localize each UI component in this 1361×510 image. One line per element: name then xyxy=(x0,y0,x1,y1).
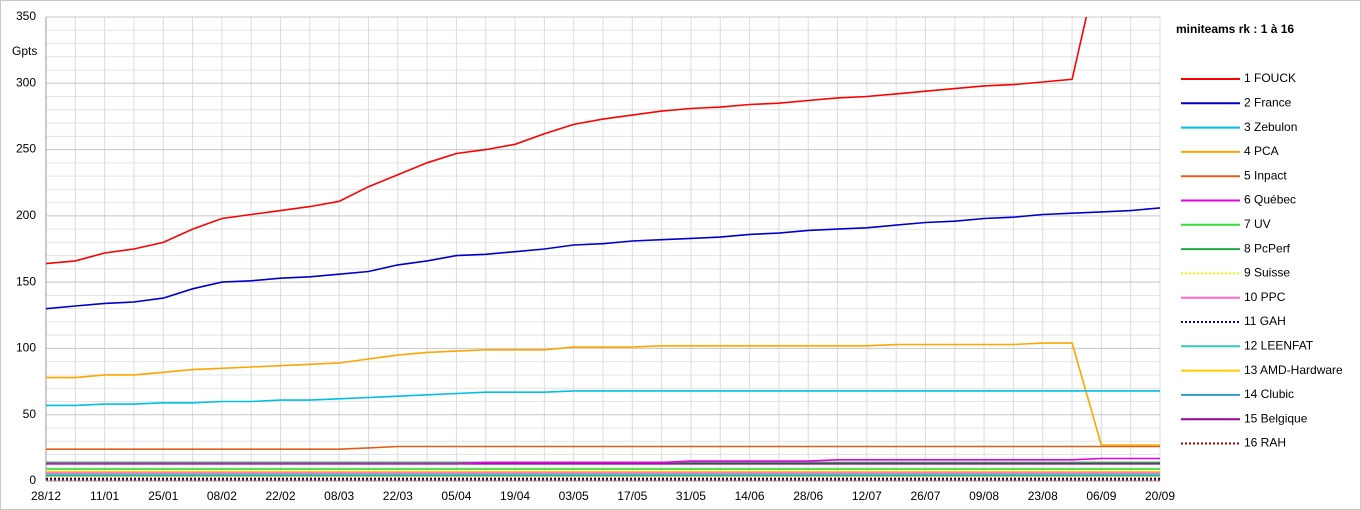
legend-label: 11 GAH xyxy=(1244,314,1286,328)
x-tick-label: 20/09 xyxy=(1145,489,1175,503)
series-line xyxy=(46,207,1160,310)
legend-label: 10 PPC xyxy=(1244,290,1286,304)
x-tick-label: 22/02 xyxy=(266,489,296,503)
x-tick-label: 23/08 xyxy=(1028,489,1058,503)
y-tick-label: 150 xyxy=(16,274,36,288)
legend-label: 5 Inpact xyxy=(1244,168,1287,182)
legend-label: 15 Belgique xyxy=(1244,411,1308,425)
y-axis-label: Gpts xyxy=(12,44,37,58)
y-tick-label: 250 xyxy=(16,142,36,156)
legend-label: 9 Suisse xyxy=(1244,266,1290,280)
series-line xyxy=(46,342,1160,446)
y-tick-label: 350 xyxy=(16,9,36,23)
x-tick-label: 17/05 xyxy=(617,489,647,503)
legend-label: 16 RAH xyxy=(1244,436,1286,450)
x-tick-label: 11/01 xyxy=(90,489,119,503)
y-tick-label: 300 xyxy=(16,75,36,89)
legend-label: 6 Québec xyxy=(1244,193,1296,207)
x-tick-label: 28/06 xyxy=(793,489,823,503)
y-tick-label: 200 xyxy=(16,208,36,222)
legend-label: 2 France xyxy=(1244,95,1292,109)
legend-title: miniteams rk : 1 à 16 xyxy=(1176,22,1294,36)
grid xyxy=(45,16,1161,482)
labels: 0 50 100 150 200 250 300 350 28/12 11/01 25/01 08/0… xyxy=(16,9,1343,503)
x-tick-label: 31/05 xyxy=(676,489,706,503)
legend-label: 3 Zebulon xyxy=(1244,120,1297,134)
series-line xyxy=(46,390,1160,407)
legend-label: 14 Clubic xyxy=(1244,387,1294,401)
series-line xyxy=(46,445,1160,450)
x-tick-label: 14/06 xyxy=(735,489,765,503)
x-tick-label: 28/12 xyxy=(31,489,61,503)
legend-label: 7 UV xyxy=(1244,217,1271,231)
series-line xyxy=(46,457,1160,465)
legend-label: 12 LEENFAT xyxy=(1244,338,1314,352)
plot-lines xyxy=(46,17,1160,481)
x-tick-label: 06/09 xyxy=(1086,489,1116,503)
x-tick-label: 25/01 xyxy=(148,489,178,503)
legend-label: 1 FOUCK xyxy=(1244,71,1296,85)
x-tick-label: 08/03 xyxy=(324,489,354,503)
legend-label: 4 PCA xyxy=(1244,144,1279,158)
x-tick-label: 26/07 xyxy=(910,489,940,503)
x-tick-label: 09/08 xyxy=(969,489,999,503)
x-tick-label: 03/05 xyxy=(559,489,589,503)
x-tick-label: 05/04 xyxy=(441,489,471,503)
legend-label: 8 PcPerf xyxy=(1244,241,1291,255)
x-tick-label: 22/03 xyxy=(383,489,413,503)
y-tick-label: 0 xyxy=(29,473,36,487)
y-tick-label: 50 xyxy=(23,407,37,421)
legend-label: 13 AMD-Hardware xyxy=(1244,363,1343,377)
x-tick-label: 08/02 xyxy=(207,489,237,503)
x-tick-label: 12/07 xyxy=(852,489,882,503)
series-line xyxy=(46,17,1088,265)
y-tick-label: 100 xyxy=(16,341,36,355)
x-tick-label: 19/04 xyxy=(500,489,530,503)
